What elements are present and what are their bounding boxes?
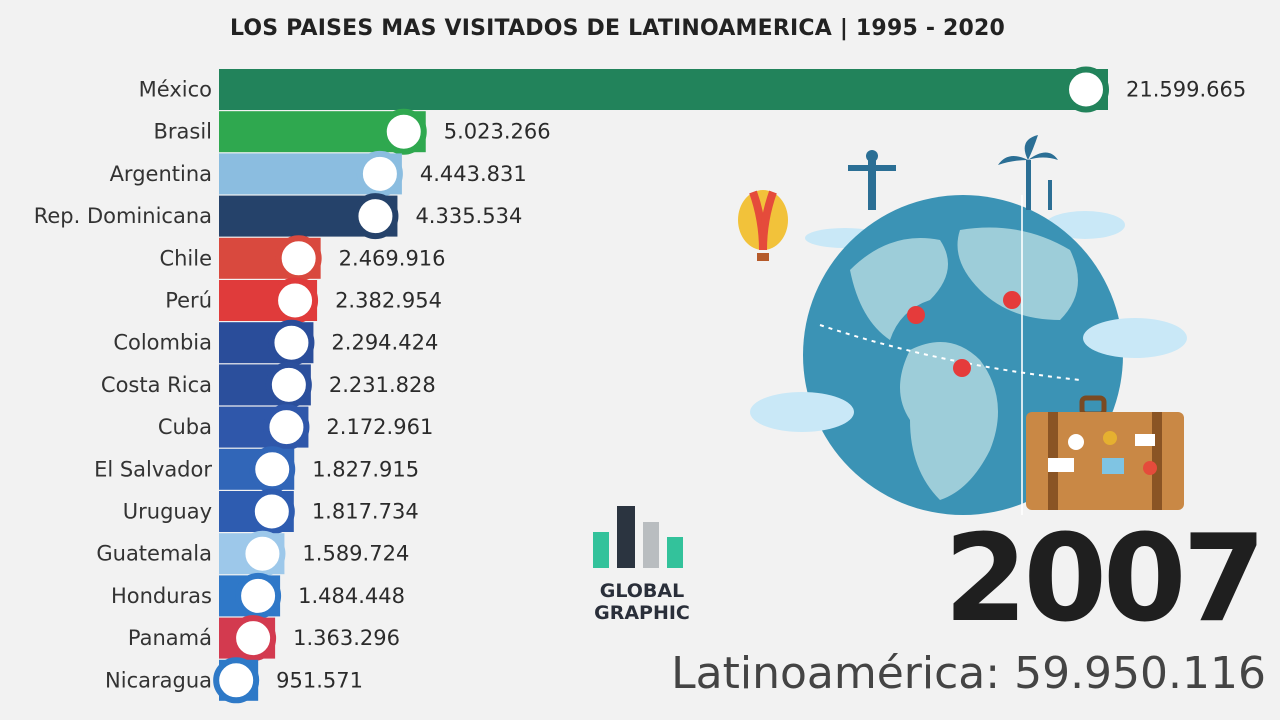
bar-row: Uruguay 1.817.734	[123, 488, 419, 535]
value-label: 2.294.424	[331, 331, 438, 355]
flag-icon	[356, 150, 403, 197]
bar-row: Guatemala 1.589.724	[96, 530, 409, 577]
value-label: 2.469.916	[339, 246, 446, 270]
travel-globe-illustration	[738, 135, 1187, 515]
suitcase-icon	[1026, 395, 1184, 510]
flag-icon	[352, 193, 399, 240]
bar-row: Costa Rica 2.231.828	[101, 361, 436, 408]
flag-icon	[235, 572, 282, 619]
value-label: 4.443.831	[420, 162, 527, 186]
palm-tree-icon	[998, 135, 1058, 210]
year-display: 2007	[944, 510, 1266, 649]
category-label: Chile	[159, 246, 212, 270]
chart-title: LOS PAISES MAS VISITADOS DE LATINOAMERIC…	[229, 16, 1006, 41]
flag-icon	[249, 446, 296, 493]
bar-row: Cuba 2.172.961	[158, 404, 433, 451]
flag-icon	[263, 404, 310, 451]
bar-row: México 21.599.665	[139, 66, 1246, 113]
bar-row: El Salvador 1.827.915	[94, 446, 419, 493]
value-label: 951.571	[276, 668, 363, 692]
category-label: Guatemala	[96, 542, 212, 566]
flag-icon	[248, 488, 295, 535]
flag-icon	[380, 108, 427, 155]
bar-row: Chile 2.469.916	[159, 235, 446, 282]
category-label: México	[139, 78, 212, 102]
bar-row: Nicaragua 951.571	[105, 657, 363, 704]
logo-line-1: GLOBAL	[599, 580, 685, 602]
global-graphic-logo-icon	[593, 506, 683, 568]
value-label: 2.382.954	[335, 289, 442, 313]
bar-row: Brasil 5.023.266	[153, 108, 551, 155]
bar-row: Colombia 2.294.424	[113, 319, 438, 366]
category-label: Cuba	[158, 415, 212, 439]
cloud-icon	[750, 318, 1187, 432]
flag-icon	[268, 319, 315, 366]
hot-air-balloon-icon	[738, 190, 788, 261]
flag-icon	[275, 235, 322, 282]
map-pin-icon	[907, 291, 1021, 377]
category-label: Colombia	[113, 331, 212, 355]
value-label: 1.484.448	[298, 584, 405, 608]
category-label: Costa Rica	[101, 373, 212, 397]
category-label: El Salvador	[94, 457, 212, 481]
value-label: 1.363.296	[293, 626, 400, 650]
category-label: Brasil	[153, 120, 212, 144]
flag-icon	[272, 277, 319, 324]
category-label: Perú	[165, 289, 212, 313]
value-label: 21.599.665	[1126, 78, 1246, 102]
flag-icon	[265, 361, 312, 408]
bar-row: Argentina 4.443.831	[110, 150, 527, 197]
value-label: 4.335.534	[415, 204, 522, 228]
category-label: Rep. Dominicana	[34, 204, 212, 228]
value-label: 2.172.961	[326, 415, 433, 439]
logo-text: GLOBAL GRAPHIC	[582, 580, 702, 624]
category-label: Honduras	[111, 584, 212, 608]
value-label: 2.231.828	[329, 373, 436, 397]
flag-icon	[239, 530, 286, 577]
category-label: Uruguay	[123, 500, 212, 524]
bar-row: Rep. Dominicana 4.335.534	[34, 193, 522, 240]
bar-row: Perú 2.382.954	[165, 277, 442, 324]
value-label: 1.827.915	[312, 457, 419, 481]
value-label: 1.589.724	[302, 542, 409, 566]
category-label: Argentina	[110, 162, 212, 186]
category-label: Nicaragua	[105, 668, 212, 692]
bar	[219, 69, 1108, 110]
category-label: Panamá	[128, 626, 212, 650]
bar-row: Panamá 1.363.296	[128, 615, 400, 662]
total-visitors: Latinoamérica: 59.950.116	[671, 648, 1266, 699]
value-label: 1.817.734	[312, 500, 419, 524]
bar-row: Honduras 1.484.448	[111, 572, 405, 619]
flag-icon	[1063, 66, 1109, 113]
logo-line-2: GRAPHIC	[594, 602, 690, 624]
value-label: 5.023.266	[444, 120, 551, 144]
christ-statue-icon	[848, 150, 896, 210]
flag-icon	[230, 615, 277, 662]
flag-icon	[213, 657, 260, 704]
